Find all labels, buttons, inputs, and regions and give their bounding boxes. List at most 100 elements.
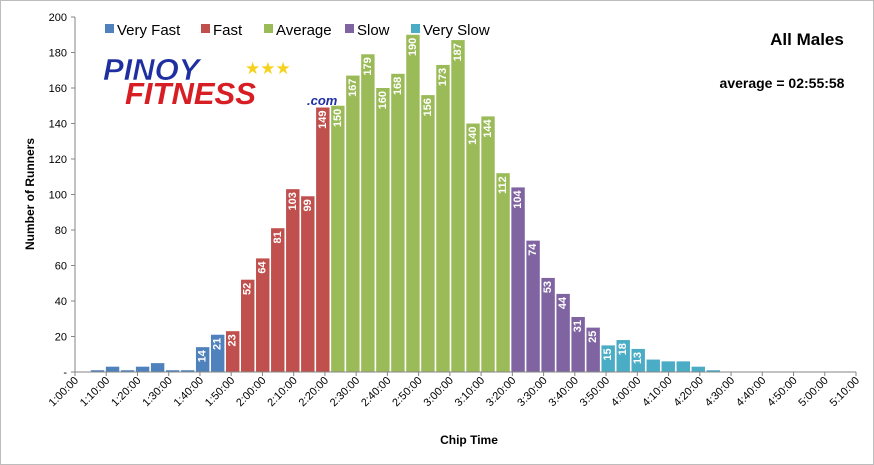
bar-data-label: 14 <box>197 349 209 362</box>
y-tick-label: 20 <box>55 332 67 344</box>
x-tick-label: 3:10:00 <box>453 375 487 409</box>
bar-data-label: 18 <box>617 343 629 355</box>
bar <box>691 366 706 372</box>
bar-data-label: 99 <box>302 199 314 211</box>
x-tick-label: 4:30:00 <box>703 375 737 409</box>
bar <box>496 173 510 372</box>
x-tick-label: 2:40:00 <box>359 375 393 409</box>
bar <box>241 279 255 372</box>
legend-swatch <box>264 24 273 33</box>
bar-data-label: 149 <box>317 111 329 129</box>
bar <box>451 40 465 372</box>
y-tick-label: 120 <box>49 154 67 166</box>
bar <box>361 54 375 373</box>
x-tick-label: 5:00:00 <box>796 375 830 409</box>
bar-data-label: 190 <box>407 38 419 56</box>
bar-data-label: 31 <box>572 320 584 332</box>
x-tick-label: 2:00:00 <box>234 375 268 409</box>
x-tick-label: 4:50:00 <box>765 375 799 409</box>
bar-data-label: 52 <box>242 283 254 295</box>
bar-data-label: 15 <box>602 348 614 360</box>
bar <box>105 366 120 372</box>
y-tick-label: 100 <box>49 190 67 202</box>
bar <box>225 331 240 372</box>
bar <box>195 347 210 372</box>
bar-data-label: 173 <box>437 68 449 86</box>
bar <box>511 187 525 372</box>
bar <box>616 340 630 372</box>
x-tick-label: 2:20:00 <box>297 375 331 409</box>
y-tick-label: 60 <box>55 261 67 273</box>
legend-swatch <box>105 24 114 33</box>
bar <box>180 370 195 372</box>
logo-line1: PINOY <box>103 52 203 87</box>
x-tick-label: 3:30:00 <box>515 375 549 409</box>
bar-data-label: 150 <box>332 109 344 127</box>
bar <box>150 363 165 373</box>
x-tick-label: 4:20:00 <box>671 375 705 409</box>
x-tick-label: 4:40:00 <box>734 375 768 409</box>
bar-data-label: 167 <box>347 79 359 97</box>
bar <box>436 64 450 373</box>
x-tick-label: 4:10:00 <box>640 375 674 409</box>
x-tick-label: 1:30:00 <box>140 375 174 409</box>
legend-entry-label: Very Fast <box>117 22 181 39</box>
bar <box>466 123 480 372</box>
bar <box>541 277 555 372</box>
bar-data-label: 74 <box>527 243 539 256</box>
bar-data-label: 53 <box>542 281 554 293</box>
x-tick-label: 1:10:00 <box>78 375 112 409</box>
bar <box>406 34 420 372</box>
bar <box>391 73 405 373</box>
x-tick-label: 3:00:00 <box>422 375 456 409</box>
x-tick-label: 3:40:00 <box>547 375 581 409</box>
bar-data-label: 21 <box>212 338 224 350</box>
x-tick-label: 2:10:00 <box>265 375 299 409</box>
x-tick-label: 5:10:00 <box>828 375 862 409</box>
bar <box>571 316 585 372</box>
bar-data-label: 25 <box>587 331 599 343</box>
logo-line2: FITNESS <box>125 76 256 111</box>
legend-entry-label: Fast <box>213 22 243 39</box>
legend-entry-label: Average <box>276 22 332 39</box>
bar <box>706 370 721 372</box>
bar-data-label: 44 <box>557 296 569 309</box>
bar <box>165 370 180 372</box>
bar <box>556 293 570 372</box>
logo-stars: ★★★ <box>245 59 291 79</box>
legend-entry-label: Slow <box>357 22 390 39</box>
bar-data-label: 103 <box>287 192 299 210</box>
bar <box>316 107 330 373</box>
legend: Very Fast Fast Average Slow Very Slow <box>105 22 490 39</box>
bar <box>120 370 135 372</box>
bar <box>601 345 615 373</box>
bar-data-label: 144 <box>482 119 494 138</box>
bar <box>631 348 645 372</box>
x-tick-label: 1:40:00 <box>172 375 206 409</box>
y-tick-label: 180 <box>49 48 67 60</box>
bar <box>301 196 315 372</box>
legend-swatch <box>345 24 354 33</box>
bar-data-label: 160 <box>377 91 389 109</box>
bar <box>586 327 600 373</box>
bar <box>346 75 360 372</box>
bar-data-label: 156 <box>422 98 434 116</box>
y-tick-label: 160 <box>49 83 67 95</box>
bar <box>256 258 270 372</box>
bar-data-label: 104 <box>512 190 524 209</box>
bar <box>135 366 150 372</box>
bar-data-label: 81 <box>272 231 284 243</box>
x-tick-label: 1:20:00 <box>109 375 143 409</box>
chart-title: All Males <box>770 30 844 49</box>
x-tick-label: 3:50:00 <box>578 375 612 409</box>
legend-entry-label: Very Slow <box>423 22 490 39</box>
bar-data-label: 13 <box>632 352 644 364</box>
x-tick-label: 2:30:00 <box>328 375 362 409</box>
bar <box>376 88 390 372</box>
legend-swatch <box>201 24 210 33</box>
bar-data-label: 187 <box>452 43 464 61</box>
y-tick-label: - <box>63 367 67 379</box>
